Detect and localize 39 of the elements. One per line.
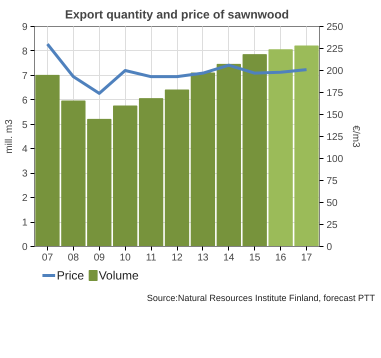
x-tick-label: 13: [197, 252, 209, 264]
x-tick-label: 09: [94, 252, 106, 264]
y-axis-title: mill. m3: [4, 118, 15, 154]
y2-tick-label: 100: [326, 154, 344, 165]
x-tick-label: 08: [68, 252, 80, 264]
x-tick-label: 07: [42, 252, 54, 264]
x-tick-label: 11: [146, 252, 157, 264]
y2-tick-label: 150: [326, 110, 344, 121]
y2-tick-label: 50: [326, 198, 338, 209]
y-tick-label: 7: [22, 70, 28, 82]
y-tick-label: 9: [22, 22, 28, 33]
line-series: [46, 42, 308, 95]
y-tick-label: 3: [22, 168, 28, 180]
y-tick-label: 0: [22, 242, 28, 253]
legend-label: Volume: [98, 268, 140, 282]
source-note: Source:Natural Resources Institute Finland, forecast PTT: [146, 292, 375, 305]
x-tick-label: 14: [223, 252, 235, 264]
y-tick-label: 8: [22, 46, 28, 58]
x-tick-label: 12: [171, 252, 183, 264]
y2-tick-label: 225: [326, 44, 344, 55]
x-tick-label: 15: [249, 252, 261, 264]
y-tick-label: 1: [22, 218, 28, 229]
x-tick-label: 17: [300, 252, 313, 264]
y2-tick-label: 200: [326, 66, 344, 77]
y-tick-label: 5: [22, 120, 28, 131]
y-tick-label: 2: [22, 193, 28, 204]
y2-tick-label: 175: [326, 88, 344, 99]
y2-tick-label: 0: [326, 242, 332, 253]
y2-tick-label: 75: [326, 176, 338, 187]
x-tick-label: 16: [275, 252, 287, 264]
legend-label: Price: [56, 268, 84, 282]
chart-title: Export quantity and price of sawnwood: [64, 8, 290, 22]
y-tick-label: 4: [22, 144, 28, 156]
y2-tick-label: 250: [326, 22, 344, 33]
x-tick-label: 10: [120, 252, 132, 264]
y2-tick-label: 25: [326, 220, 338, 231]
y-tick-label: 6: [22, 95, 28, 106]
y2-tick-label: 125: [326, 132, 344, 143]
y2-axis-title: €/m3: [350, 125, 362, 148]
